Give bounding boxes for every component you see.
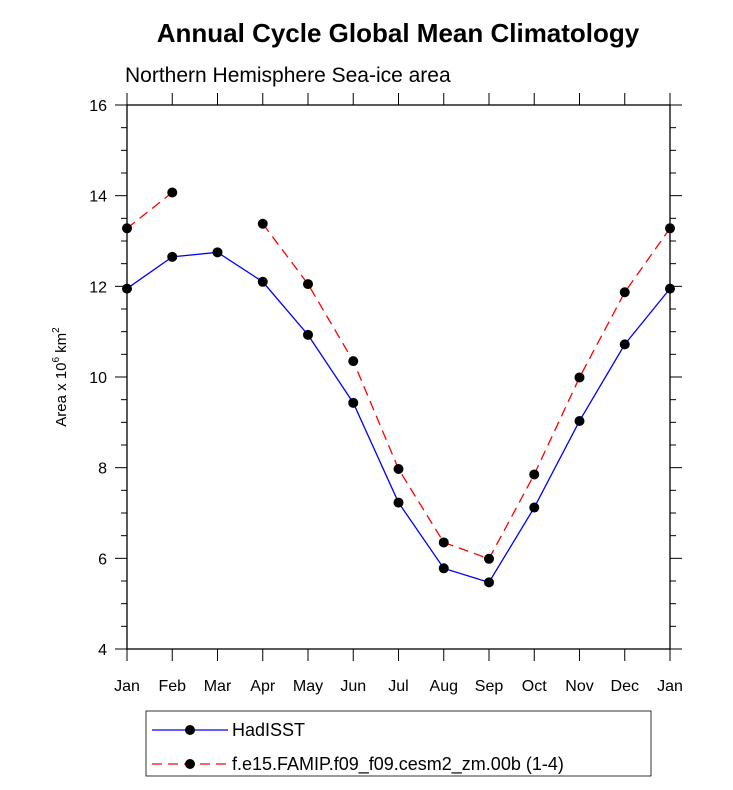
x-tick-label: Apr [250, 678, 276, 695]
data-point [529, 502, 540, 513]
data-point [212, 247, 223, 258]
y-axis-label-middle: km [53, 333, 70, 357]
y-axis-label-prefix: Area x 10 [53, 363, 70, 427]
data-point [257, 276, 268, 287]
legend-marker [185, 759, 195, 769]
data-point [167, 187, 178, 198]
y-tick-label: 6 [98, 551, 107, 568]
y-tick-label: 12 [89, 279, 107, 296]
data-point [529, 469, 540, 480]
y-axis-label-exponent-2: 2 [51, 327, 62, 333]
data-point [393, 497, 404, 508]
x-tick-label: Jan [114, 678, 140, 695]
data-point [574, 372, 585, 383]
x-tick-label: Aug [430, 678, 458, 695]
y-axis-label: Area x 106 km2 [51, 327, 70, 427]
y-tick-label: 16 [89, 98, 107, 115]
data-point [348, 356, 359, 367]
x-tick-label: Jun [340, 678, 366, 695]
x-tick-label: Oct [522, 678, 547, 695]
plot-frame [126, 104, 671, 650]
data-point [348, 397, 359, 408]
y-axis-label-exponent-1: 6 [51, 357, 62, 363]
x-tick-label: Feb [158, 678, 186, 695]
data-point [574, 415, 585, 426]
data-point [438, 537, 449, 548]
x-tick-label: Jan [657, 678, 683, 695]
x-tick-label: Mar [204, 678, 232, 695]
y-tick-label: 4 [98, 642, 107, 659]
x-tick-label: Sep [475, 678, 504, 695]
legend: HadISST f.e15.FAMIP.f09_f09.cesm2_zm.00b … [145, 710, 652, 777]
series-line [126, 191, 173, 229]
x-tick-label: Dec [611, 678, 639, 695]
data-point [393, 464, 404, 475]
data-point [484, 577, 494, 588]
data-point [303, 279, 313, 290]
data-point [303, 329, 313, 340]
data-point [257, 218, 268, 229]
x-tick-label: Nov [565, 678, 593, 695]
data-point [619, 339, 630, 350]
x-tick-label: Jul [388, 678, 408, 695]
data-point [167, 251, 178, 262]
legend-marker [185, 725, 195, 735]
svg-text:Area x 106 km2: Area x 106 km2 [51, 327, 70, 427]
series-line [262, 223, 671, 560]
series-line [126, 251, 671, 584]
legend-box [145, 710, 652, 777]
plot-series [122, 187, 675, 588]
y-tick-label: 8 [98, 461, 107, 478]
data-point [619, 287, 630, 298]
axis-ticks: 4 6 8 10 12 14 16 Jan Feb Mar Apr May Jun Jul Aug Sep Oc… [89, 93, 683, 695]
data-point [438, 563, 449, 574]
data-point [484, 553, 494, 564]
legend-label: HadISST [232, 720, 305, 740]
y-tick-label: 10 [89, 370, 107, 387]
x-tick-label: May [293, 678, 323, 695]
y-tick-label: 14 [89, 189, 107, 206]
chart-title: Annual Cycle Global Mean Climatology [157, 18, 640, 48]
chart-subtitle: Northern Hemisphere Sea-ice area [125, 64, 451, 87]
legend-label: f.e15.FAMIP.f09_f09.cesm2_zm.00b (1-4) [232, 754, 564, 775]
